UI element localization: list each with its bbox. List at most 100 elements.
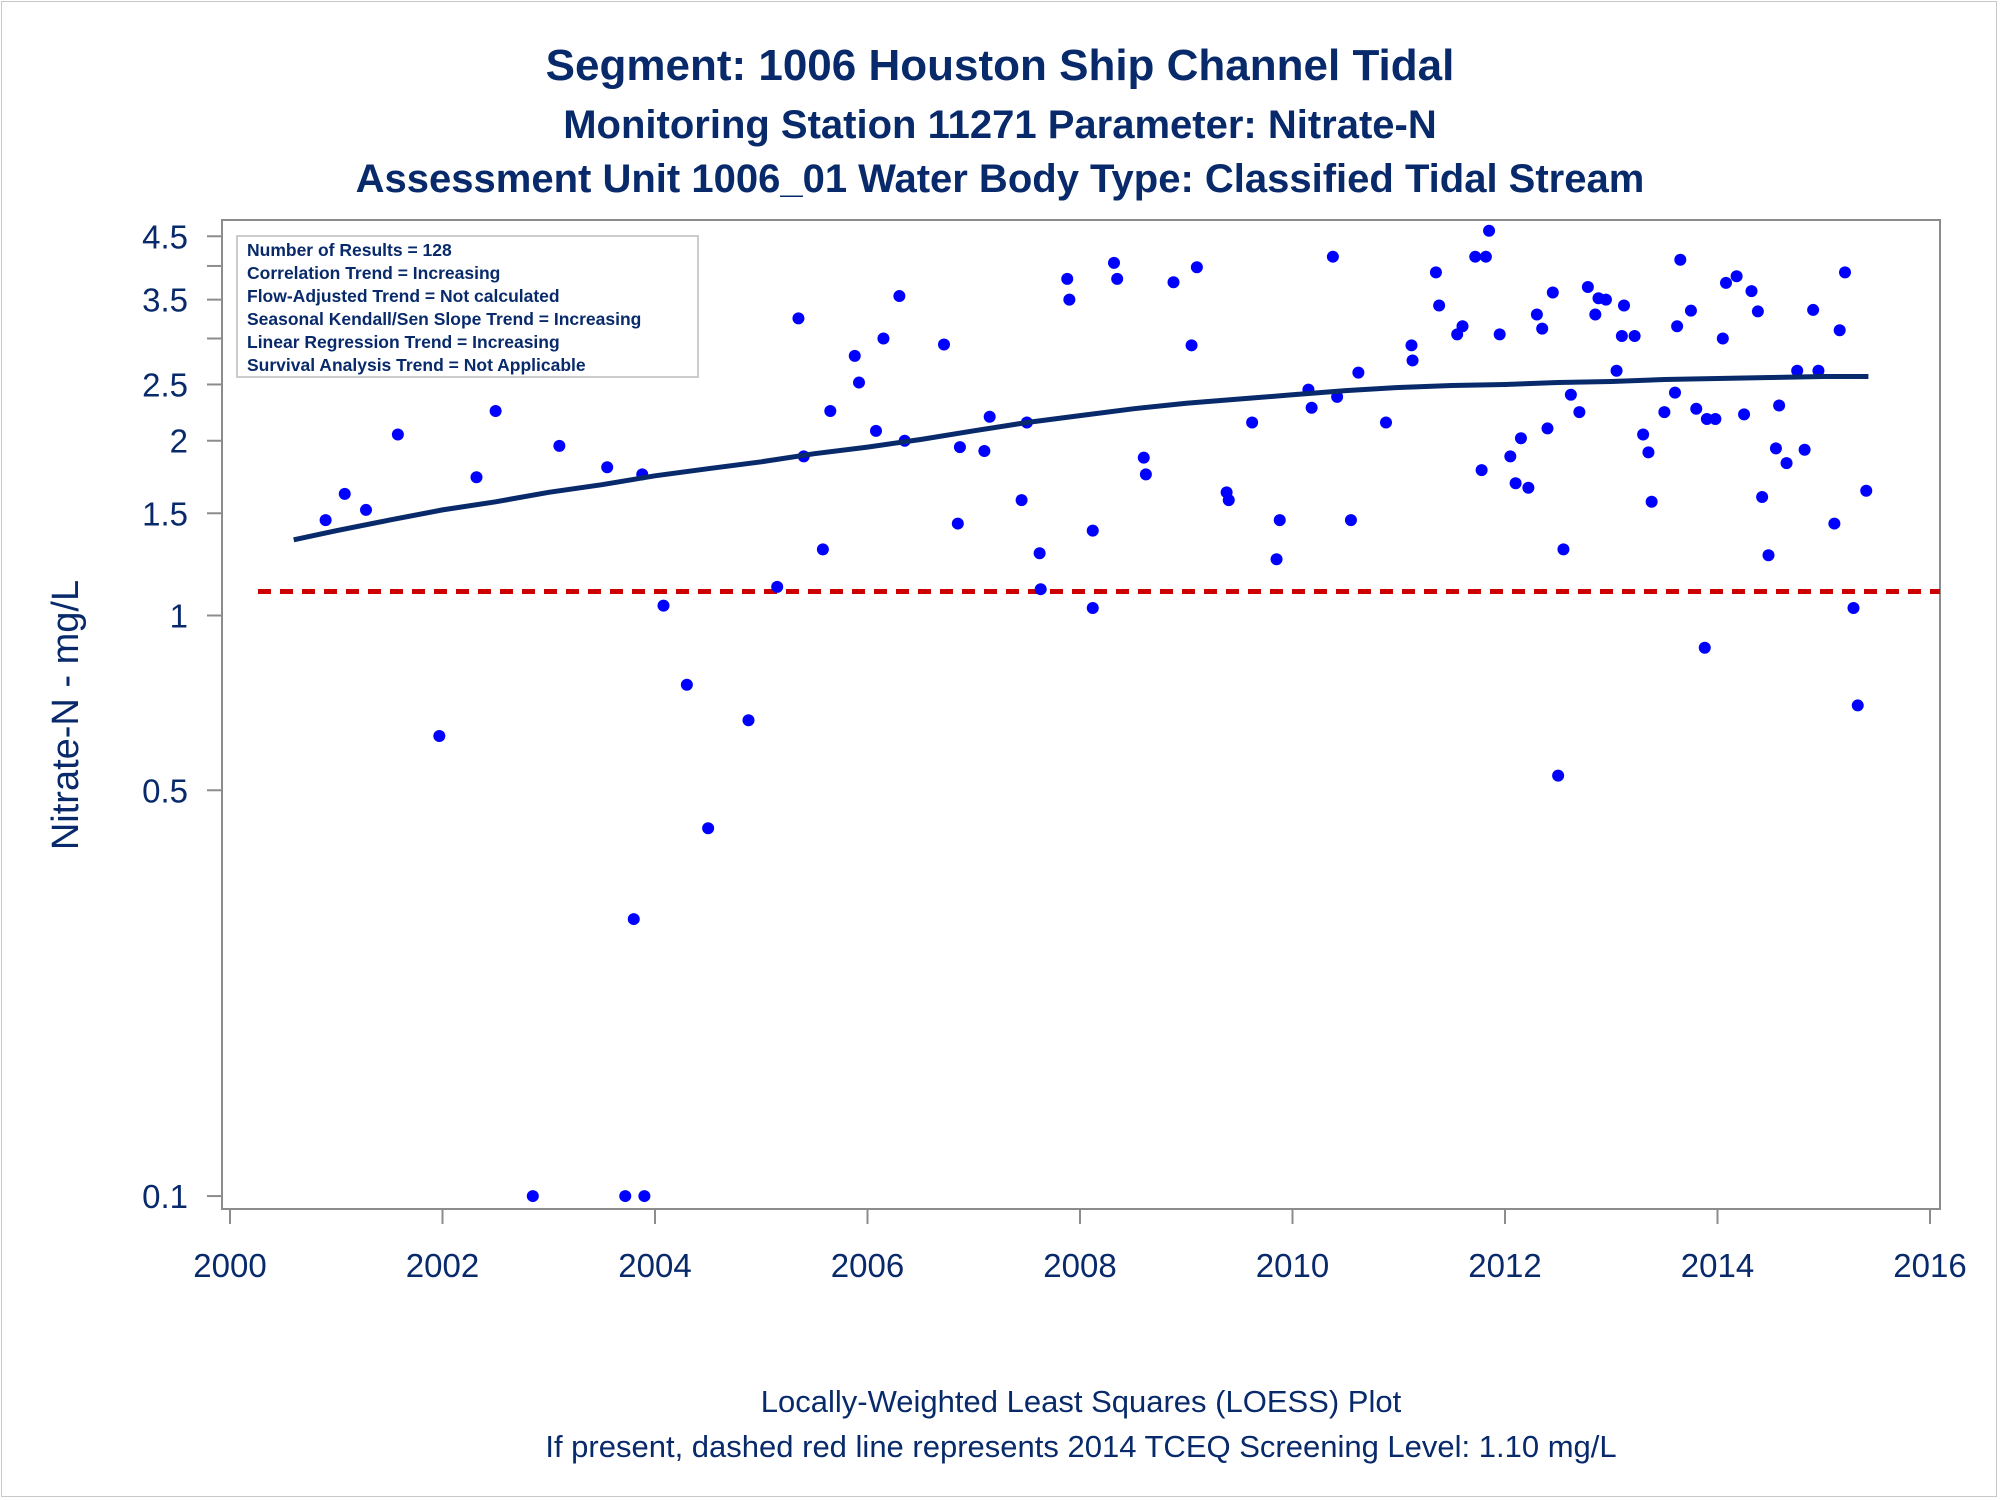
info-box-border: [236, 235, 699, 378]
data-point: [1684, 304, 1697, 317]
data-point: [1063, 293, 1076, 306]
data-point: [1738, 408, 1751, 421]
data-point: [1185, 339, 1198, 352]
data-point: [1270, 553, 1283, 566]
data-point: [1716, 332, 1729, 345]
data-point: [1762, 549, 1775, 562]
data-point: [1380, 416, 1392, 429]
data-point: [877, 332, 890, 345]
data-point: [1807, 303, 1820, 316]
data-point: [1564, 388, 1577, 401]
data-point: [1669, 386, 1681, 399]
data-point: [1828, 517, 1841, 530]
data-point: [1860, 484, 1873, 497]
data-point: [489, 405, 502, 418]
data-point: [702, 822, 715, 835]
y-tick-label: 0.5: [142, 772, 188, 809]
x-tick-label: 2002: [406, 1247, 479, 1284]
data-point: [1839, 266, 1851, 279]
y-tick-label: 0.1: [142, 1178, 188, 1215]
data-point: [1581, 280, 1594, 293]
data-point: [1798, 443, 1811, 456]
data-point: [1137, 451, 1150, 464]
x-tick-label: 2006: [831, 1247, 904, 1284]
loess-curve: [293, 374, 1869, 543]
data-point: [1674, 253, 1687, 266]
data-point: [338, 487, 351, 500]
data-point: [1645, 495, 1658, 508]
data-point: [1847, 602, 1860, 615]
data-point: [1352, 366, 1365, 379]
data-point: [1610, 364, 1623, 377]
x-tick-label: 2014: [1681, 1247, 1754, 1284]
data-point: [1541, 422, 1554, 435]
data-point: [1344, 514, 1357, 527]
x-tick-label: 2012: [1468, 1247, 1541, 1284]
data-point: [657, 599, 670, 612]
info-flow-adjusted-trend: Flow-Adjusted Trend = Not calculated: [247, 286, 560, 306]
data-point: [680, 678, 693, 691]
chart-title: Segment: 1006 Houston Ship Channel Tidal: [546, 41, 1455, 90]
data-point: [1086, 524, 1099, 537]
chart-subtitle-station: Monitoring Station 11271 Parameter: Nitr…: [563, 103, 1437, 147]
data-point: [1429, 266, 1442, 279]
data-point: [1326, 250, 1339, 263]
data-point: [601, 461, 614, 474]
data-point: [1812, 364, 1825, 377]
info-correlation-trend: Correlation Trend = Increasing: [247, 263, 500, 283]
data-point: [1745, 285, 1758, 298]
data-point: [1573, 406, 1586, 419]
x-axis: 2000 2002 2004 2006 2008 2010 2012 2014 2016: [193, 1209, 1967, 1284]
data-point: [816, 543, 829, 556]
data-point: [1730, 270, 1743, 283]
data-point: [638, 1190, 651, 1203]
data-point: [1791, 364, 1804, 377]
data-point: [1833, 324, 1846, 337]
data-point: [1493, 328, 1506, 341]
data-point: [360, 503, 372, 516]
y-tick-label: 1: [170, 598, 188, 635]
data-point: [1709, 413, 1722, 426]
data-point: [1522, 481, 1535, 494]
data-point: [1589, 308, 1602, 321]
data-point: [1456, 320, 1469, 333]
data-point: [319, 514, 332, 527]
x-tick-label: 2004: [618, 1247, 691, 1284]
data-point: [1698, 641, 1711, 654]
data-point: [1190, 261, 1203, 274]
data-point: [983, 410, 996, 423]
data-point: [470, 471, 483, 484]
data-point: [1671, 320, 1684, 333]
y-tick-label: 3.5: [142, 282, 188, 319]
data-point: [848, 349, 861, 362]
data-point: [870, 424, 882, 437]
data-point: [1433, 299, 1446, 312]
data-point: [824, 405, 837, 418]
data-point: [1618, 299, 1630, 312]
data-point: [1509, 477, 1522, 490]
data-point: [1700, 413, 1713, 426]
x-tick-label: 2008: [1043, 1247, 1116, 1284]
data-point: [1628, 329, 1641, 342]
data-point: [1720, 276, 1732, 289]
data-point: [1780, 457, 1793, 470]
info-survival-analysis-trend: Survival Analysis Trend = Not Applicable: [247, 355, 586, 375]
data-point: [1557, 543, 1570, 556]
data-point: [1475, 464, 1488, 477]
data-point: [433, 730, 446, 743]
footnote-screening-level: If present, dashed red line represents 2…: [545, 1429, 1616, 1464]
data-point: [938, 338, 950, 351]
data-point: [1111, 272, 1124, 285]
data-point: [553, 439, 566, 452]
data-point: [792, 312, 805, 325]
data-point: [1139, 468, 1152, 481]
x-tick-label: 2000: [193, 1247, 266, 1284]
trend-info-box: Number of Results = 128 Correlation Tren…: [236, 235, 699, 378]
data-point: [391, 428, 404, 441]
data-point: [1615, 329, 1628, 342]
data-point: [853, 376, 865, 389]
data-point: [893, 290, 906, 303]
y-axis: 0.1 0.5 1 1.5 2 2.5 3.5 4.5: [142, 218, 222, 1215]
data-point: [1751, 305, 1764, 318]
